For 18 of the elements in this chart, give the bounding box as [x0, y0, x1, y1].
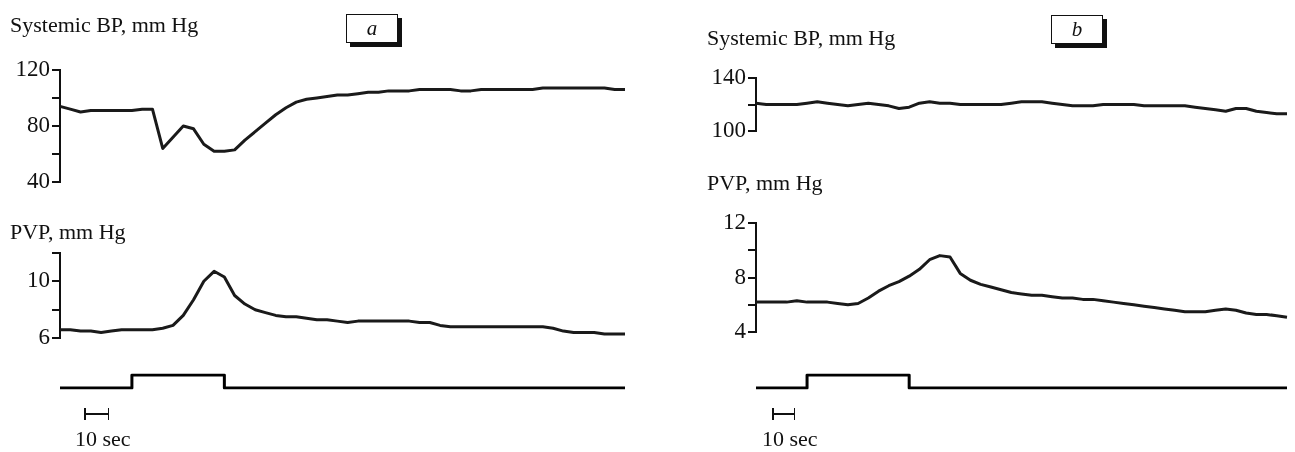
text: 10 sec: [75, 426, 131, 451]
y-tick-label: 40: [27, 168, 50, 194]
chart-title: a: [346, 14, 398, 43]
y-tick-label: 120: [15, 55, 50, 81]
y-tick-label: 100: [711, 117, 746, 143]
y-tick-label: 80: [27, 112, 50, 138]
y-tick-label: 6: [38, 324, 50, 350]
y-axis-title: PVP, mm Hg: [10, 219, 126, 245]
chart-title: b: [1051, 15, 1103, 44]
text: 10 sec: [762, 426, 818, 451]
y-axis-title: Systemic BP, mm Hg: [10, 12, 199, 38]
y-tick-label: 12: [723, 208, 746, 234]
y-tick-label: 140: [711, 63, 746, 89]
y-tick-label: 4: [734, 318, 747, 344]
y-axis-title: Systemic BP, mm Hg: [707, 25, 896, 51]
y-tick-label: 8: [734, 263, 746, 289]
y-tick-label: 10: [27, 267, 50, 293]
y-axis-title: PVP, mm Hg: [707, 170, 823, 196]
